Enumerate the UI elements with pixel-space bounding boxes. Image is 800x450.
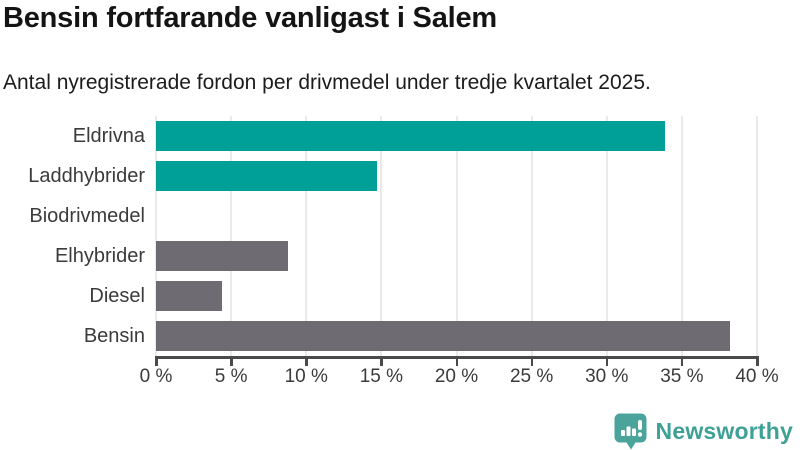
gridline-40 <box>756 116 758 356</box>
gridline-25 <box>530 116 533 356</box>
bar-bensin <box>156 321 730 351</box>
bar-eldrivna <box>156 121 666 151</box>
gridline-15 <box>380 116 383 356</box>
chart-subtitle: Antal nyregistrerade fordon per drivmede… <box>3 71 651 94</box>
gridline-30 <box>605 116 608 356</box>
category-label-diesel: Diesel <box>89 285 145 307</box>
gridline-35 <box>680 116 683 356</box>
x-tick-40 <box>756 359 759 366</box>
plot-area <box>155 116 758 356</box>
x-tick-label-25: 25 % <box>509 366 554 387</box>
newsworthy-icon <box>614 413 647 450</box>
x-tick-label-20: 20 % <box>434 366 479 387</box>
x-tick-0 <box>155 359 158 366</box>
bar-elhybrider <box>156 241 289 271</box>
x-tick-20 <box>455 359 458 366</box>
newsworthy-logo: Newsworthy <box>614 413 793 450</box>
newsworthy-wordmark: Newsworthy <box>655 418 793 444</box>
category-label-bensin: Bensin <box>83 325 145 347</box>
gridline-20 <box>455 116 458 356</box>
x-tick-label-30: 30 % <box>585 366 629 387</box>
x-tick-30 <box>605 359 609 366</box>
x-tick-label-5: 5 % <box>214 366 248 387</box>
x-tick-35 <box>680 359 684 366</box>
gridline-10 <box>305 116 308 356</box>
bar-diesel <box>156 281 223 311</box>
x-tick-label-35: 35 % <box>660 366 704 387</box>
category-label-elhybrider: Elhybrider <box>54 245 145 267</box>
x-tick-25 <box>530 359 534 366</box>
x-tick-label-10: 10 % <box>284 366 328 387</box>
category-label-laddhybrider: Laddhybrider <box>28 165 145 187</box>
x-tick-label-15: 15 % <box>359 366 404 387</box>
x-tick-15 <box>380 359 383 366</box>
x-tick-10 <box>305 359 308 366</box>
gridline-5 <box>230 116 233 356</box>
category-label-eldrivna: Eldrivna <box>72 125 145 147</box>
gridline-0 <box>155 116 157 356</box>
x-tick-5 <box>230 359 233 366</box>
x-tick-label-0: 0 % <box>139 366 173 387</box>
x-tick-label-40: 40 % <box>735 366 779 387</box>
category-label-biodrivmedel: Biodrivmedel <box>29 205 145 227</box>
bar-laddhybrider <box>156 161 377 191</box>
x-axis-line <box>155 356 759 359</box>
chart-title: Bensin fortfarande vanligast i Salem <box>3 2 497 34</box>
